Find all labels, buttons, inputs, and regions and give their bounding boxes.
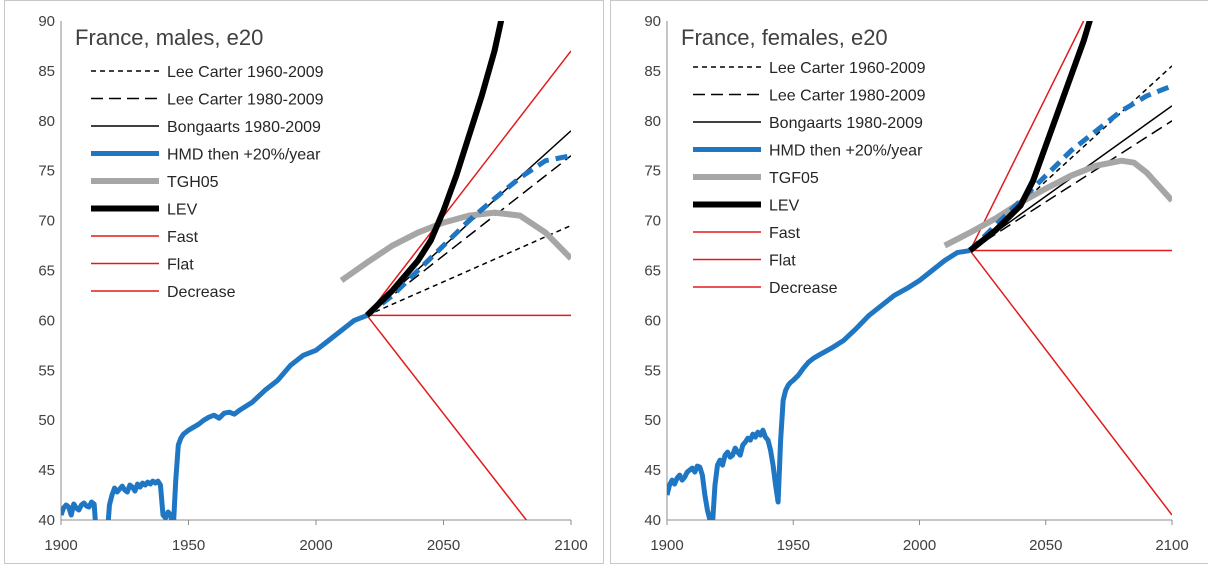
series-lev-line xyxy=(364,21,505,318)
x-tick-label: 2000 xyxy=(903,537,936,554)
y-tick-label: 70 xyxy=(644,213,661,230)
series-tgf05-line xyxy=(943,157,1172,249)
series-hmd-then-20-year-line-projection xyxy=(968,83,1172,253)
series-hmd-then-20-year-line-historical xyxy=(667,248,971,520)
series-hmd-then-20-year-line-historical xyxy=(61,313,368,520)
chart-title: France, males, e20 xyxy=(75,25,263,50)
y-tick-label: 50 xyxy=(38,412,55,429)
series-lev-line xyxy=(968,21,1093,253)
y-tick-label: 90 xyxy=(38,13,55,30)
series-group xyxy=(61,21,571,520)
x-tick-label: 1950 xyxy=(777,537,810,554)
series-fast-line xyxy=(366,50,571,316)
y-tick-label: 55 xyxy=(644,362,661,379)
y-tick-label: 60 xyxy=(644,312,661,329)
x-tick-label: 2050 xyxy=(427,537,460,554)
legend-label-decrease: Decrease xyxy=(167,284,236,301)
legend: Lee Carter 1960-2009 Lee Carter 1980-2009… xyxy=(91,64,324,301)
legend-label-hmd-then-20-year: HMD then +20%/year xyxy=(769,143,923,160)
y-tick-label: 60 xyxy=(38,312,55,329)
legend-label-lee-carter-1960-2009: Lee Carter 1960-2009 xyxy=(167,64,324,81)
chart-title: France, females, e20 xyxy=(681,25,888,50)
y-tick-label: 90 xyxy=(644,13,661,30)
series-tgh05-line xyxy=(339,209,571,283)
legend-label-decrease: Decrease xyxy=(769,280,838,297)
y-tick-label: 80 xyxy=(38,113,55,130)
y-tick-label: 45 xyxy=(38,462,55,479)
y-tick-label: 40 xyxy=(644,512,661,529)
legend-label-lev: LEV xyxy=(769,198,800,215)
y-tick-label: 70 xyxy=(38,213,55,230)
legend-label-lev: LEV xyxy=(167,202,198,219)
chart-svg-females: 40 45 50 55 60 65 70 75 80 85 90 1900 1950 2000 2050 21… xyxy=(644,13,1188,554)
y-tick-label: 80 xyxy=(644,113,661,130)
y-tick-label: 45 xyxy=(644,462,661,479)
y-tick-label: 75 xyxy=(644,163,661,180)
chart-panel-females: 40 45 50 55 60 65 70 75 80 85 90 1900 1950 2000 2050 21… xyxy=(610,0,1208,564)
y-tick-label: 55 xyxy=(38,362,55,379)
legend-label-bongaarts-1980-2009: Bongaarts 1980-2009 xyxy=(167,119,321,136)
legend-label-flat: Flat xyxy=(769,253,796,270)
legend-label-fast: Fast xyxy=(167,229,199,246)
chart-svg-males: 40 45 50 55 60 65 70 75 80 85 90 1900 1950 2000 2050 21… xyxy=(38,13,587,554)
series-hmd-then-20-year-line-projection xyxy=(365,153,571,318)
series-group xyxy=(667,21,1172,520)
y-tick-label: 75 xyxy=(38,163,55,180)
series-lee-carter-1960-2009-line xyxy=(366,224,571,317)
y-tick-label: 85 xyxy=(38,63,55,80)
x-tick-label: 2050 xyxy=(1029,537,1062,554)
y-tick-label: 65 xyxy=(38,263,55,280)
legend-label-bongaarts-1980-2009: Bongaarts 1980-2009 xyxy=(769,115,923,132)
series-lee-carter-1980-2009-line xyxy=(969,120,1172,252)
x-tick-label: 1950 xyxy=(172,537,205,554)
x-tick-label: 2000 xyxy=(299,537,332,554)
legend: Lee Carter 1960-2009 Lee Carter 1980-2009… xyxy=(693,60,926,297)
legend-label-tgf05: TGF05 xyxy=(769,170,819,187)
legend-label-tgh05: TGH05 xyxy=(167,174,219,191)
y-tick-label: 40 xyxy=(38,512,55,529)
legend-label-lee-carter-1980-2009: Lee Carter 1980-2009 xyxy=(769,88,926,105)
x-tick-label: 2100 xyxy=(1155,537,1188,554)
series-decrease-line xyxy=(969,250,1172,516)
legend-label-flat: Flat xyxy=(167,257,194,274)
legend-label-lee-carter-1980-2009: Lee Carter 1980-2009 xyxy=(167,92,324,109)
series-decrease-line xyxy=(366,314,528,520)
y-tick-label: 65 xyxy=(644,263,661,280)
x-tick-label: 1900 xyxy=(44,537,77,554)
legend-label-hmd-then-20-year: HMD then +20%/year xyxy=(167,147,321,164)
series-fast-line xyxy=(969,21,1085,251)
y-tick-label: 50 xyxy=(644,412,661,429)
x-tick-label: 1900 xyxy=(650,537,683,554)
y-tick-label: 85 xyxy=(644,63,661,80)
chart-panel-males: 40 45 50 55 60 65 70 75 80 85 90 1900 1950 2000 2050 21… xyxy=(4,0,604,564)
legend-label-fast: Fast xyxy=(769,225,801,242)
legend-label-lee-carter-1960-2009: Lee Carter 1960-2009 xyxy=(769,60,926,77)
x-tick-label: 2100 xyxy=(554,537,587,554)
